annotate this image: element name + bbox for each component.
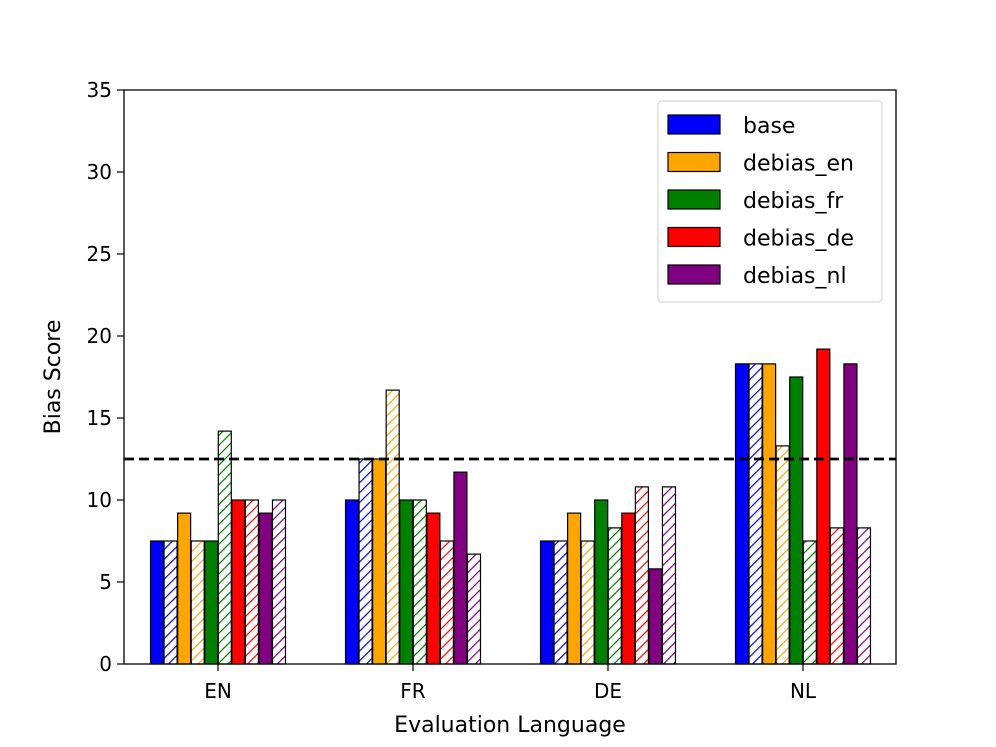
bar-fr-debias-fr-hatched: [412, 499, 427, 665]
bar-de-debias-fr-hatched: [607, 527, 622, 665]
bar-en-debias-en-solid: [177, 512, 192, 665]
bar-nl-debias-fr-hatched: [802, 540, 817, 665]
legend-swatch-base: [667, 114, 721, 135]
legend-swatch-debias-nl: [667, 264, 721, 285]
legend-label-debias-en: debias_en: [743, 152, 854, 177]
x-tick-label: DE: [594, 679, 622, 703]
bar-fr-base-solid: [344, 499, 360, 665]
bar-nl-debias-en-solid: [762, 363, 777, 665]
bar-de-debias-en-hatched: [580, 540, 595, 665]
y-tick-label: 20: [87, 324, 112, 348]
legend-label-debias-de: debias_de: [743, 227, 854, 252]
bar-nl-debias-fr-solid: [789, 376, 804, 665]
y-tick-label: 0: [99, 652, 112, 676]
bar-fr-debias-de-hatched: [439, 540, 454, 665]
bar-fr-debias-de-solid: [426, 512, 441, 665]
plot-frame: [123, 89, 897, 665]
legend-swatch-debias-de: [667, 226, 721, 248]
x-tick-label: EN: [204, 679, 232, 703]
y-tick-label: 30: [87, 160, 112, 184]
bar-nl-base-solid: [734, 363, 750, 665]
bar-en-base-solid: [149, 540, 165, 665]
bar-de-debias-nl-solid: [648, 568, 663, 665]
y-tick-label: 25: [87, 242, 112, 266]
x-axis-label: Evaluation Language: [394, 713, 626, 738]
bar-en-debias-fr-hatched: [217, 430, 232, 665]
bar-nl-debias-de-hatched: [829, 527, 844, 665]
bar-de-base-hatched: [553, 540, 568, 665]
legend-swatch-debias-fr: [667, 189, 721, 210]
x-tick-label: FR: [400, 679, 426, 703]
bars-layer: [149, 348, 872, 665]
y-tick-label: 5: [99, 570, 112, 594]
legend-swatch-debias-en: [667, 151, 721, 173]
bar-nl-debias-de-solid: [816, 348, 831, 665]
legend-label-base: base: [743, 114, 795, 139]
bar-en-debias-de-hatched: [244, 499, 259, 665]
bar-de-debias-en-solid: [567, 512, 582, 665]
bar-de-debias-de-solid: [621, 512, 636, 665]
legend-frame: [657, 100, 883, 303]
bar-fr-debias-nl-hatched: [466, 553, 482, 665]
bar-nl-debias-en-hatched: [775, 445, 790, 665]
bar-en-base-hatched: [163, 540, 178, 665]
x-axis: EN FR DE NL: [204, 664, 817, 703]
bar-fr-debias-en-hatched: [385, 389, 400, 665]
legend-label-debias-nl: debias_nl: [743, 264, 847, 289]
bar-de-debias-fr-solid: [594, 499, 609, 665]
y-tick-label: 35: [87, 78, 112, 102]
bar-en-debias-nl-hatched: [271, 499, 287, 665]
bar-fr-debias-nl-solid: [453, 471, 468, 665]
bar-fr-debias-fr-solid: [399, 499, 414, 665]
y-tick-label: 15: [87, 406, 112, 430]
bar-en-debias-de-solid: [231, 499, 246, 665]
y-axis-label: Bias Score: [41, 320, 66, 435]
y-axis: 0 5 10 15 20 25 30 35: [87, 78, 124, 676]
legend-label-debias-fr: debias_fr: [743, 189, 844, 214]
bar-en-debias-fr-solid: [204, 540, 219, 665]
bar-de-debias-de-hatched: [634, 486, 649, 665]
bar-nl-debias-nl-hatched: [856, 527, 872, 665]
bar-fr-debias-en-solid: [372, 458, 387, 665]
x-tick-label: NL: [790, 679, 817, 703]
legend: base debias_en debias_fr debias_de debias_nl: [657, 100, 883, 303]
bar-nl-debias-nl-solid: [843, 363, 858, 665]
bar-en-debias-nl-solid: [258, 512, 273, 665]
bar-fr-base-hatched: [358, 458, 373, 665]
bar-en-debias-en-hatched: [190, 540, 205, 665]
bar-de-base-solid: [539, 540, 555, 665]
bar-de-debias-nl-hatched: [661, 486, 677, 665]
y-tick-label: 10: [87, 488, 112, 512]
bar-nl-base-hatched: [748, 363, 763, 665]
